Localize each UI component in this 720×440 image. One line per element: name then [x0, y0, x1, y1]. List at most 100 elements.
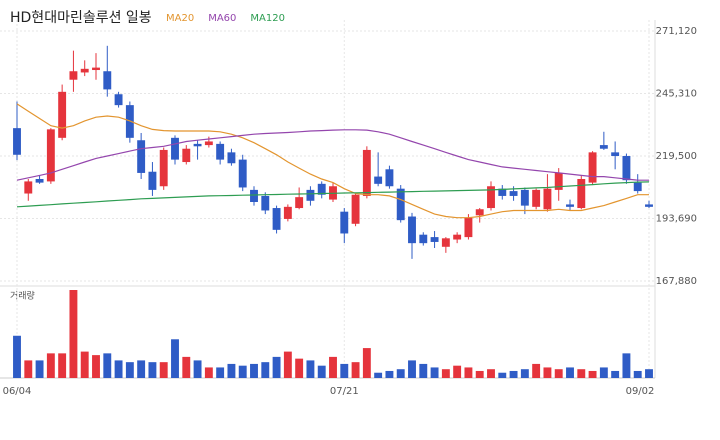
volume-bar: [238, 365, 247, 378]
candle-body: [622, 155, 631, 181]
candle-body: [171, 137, 179, 160]
volume-bar: [351, 362, 360, 378]
volume-bar: [633, 370, 642, 378]
candle-body: [227, 152, 236, 164]
legend-label: MA120: [250, 13, 285, 24]
candle-body: [419, 234, 428, 244]
candle-body: [509, 191, 518, 196]
candle-body: [250, 189, 258, 202]
candle-body: [148, 171, 157, 190]
volume-bar: [193, 360, 202, 378]
candle-body: [645, 204, 653, 207]
chart-title: HD현대마린솔루션 일봉: [10, 10, 152, 26]
candle-body: [261, 195, 270, 211]
candle-body: [204, 141, 213, 146]
candle-body: [396, 188, 405, 221]
candle-body: [182, 148, 191, 163]
candle-body: [283, 206, 292, 219]
volume-bar: [283, 351, 292, 378]
candle-body: [340, 211, 349, 234]
volume-bar: [464, 367, 473, 378]
volume-bar: [69, 290, 78, 378]
volume-bar: [509, 370, 518, 378]
volume-bar: [430, 367, 439, 378]
volume-bar: [419, 363, 428, 378]
ma-line: [16, 103, 649, 219]
candle-body: [374, 176, 383, 184]
ma-line: [16, 181, 650, 208]
volume-bar: [599, 367, 608, 378]
candle-body: [453, 234, 462, 240]
candle-body: [13, 128, 21, 155]
candle-body: [520, 189, 529, 206]
candle-body: [385, 169, 394, 187]
candle-body: [566, 204, 574, 207]
volume-bar: [588, 370, 597, 378]
candle-body: [408, 216, 416, 244]
candle-body: [58, 91, 67, 138]
volume-bar: [374, 372, 383, 378]
volume-bar: [520, 369, 529, 378]
candle-body: [362, 149, 371, 196]
y-tick-label: 245,310: [656, 88, 697, 99]
volume-bar: [216, 367, 225, 378]
volume-bar: [272, 356, 281, 378]
candle-body: [475, 209, 484, 216]
candle-body: [114, 94, 123, 106]
y-tick-label: 219,500: [656, 151, 697, 162]
candle-body: [295, 197, 304, 209]
candle-body: [80, 68, 89, 73]
candle-body: [611, 152, 620, 156]
candle-body: [317, 183, 326, 195]
volume-bar: [385, 370, 394, 378]
candle-body: [532, 189, 541, 207]
volume-bar: [125, 362, 134, 378]
volume-bar: [114, 360, 123, 378]
y-tick-label: 193,690: [656, 213, 697, 224]
volume-label: 거래량: [10, 290, 35, 302]
volume-bar: [171, 339, 179, 378]
volume-bar: [566, 367, 574, 378]
candle-body: [92, 67, 100, 71]
volume-bar: [611, 370, 620, 378]
volume-bar: [58, 353, 67, 378]
candle-body: [498, 188, 507, 196]
candle-body: [159, 149, 168, 187]
volume-bar: [306, 360, 315, 378]
candle-body: [554, 172, 563, 190]
x-tick-label: 06/04: [3, 386, 32, 397]
volume-bar: [441, 369, 450, 378]
volume-bar: [261, 362, 270, 378]
ma-line: [16, 129, 649, 181]
volume-bar: [396, 369, 405, 378]
volume-bar: [498, 372, 507, 378]
candle-body: [69, 71, 78, 80]
candle-body: [216, 143, 225, 160]
candle-body: [599, 145, 608, 149]
volume-bar: [317, 365, 326, 378]
volume-bar: [295, 358, 304, 378]
volume-bar: [532, 363, 541, 378]
candle-body: [35, 178, 44, 183]
candle-body: [588, 152, 597, 183]
candle-body: [543, 188, 552, 210]
candle-body: [24, 181, 33, 194]
candle-body: [306, 189, 315, 201]
volume-bar: [24, 360, 33, 378]
volume-bar: [329, 356, 337, 378]
volume-bar: [137, 360, 146, 378]
volume-bar: [362, 348, 371, 378]
volume-bar: [645, 369, 653, 378]
volume-bar: [13, 335, 21, 378]
candle-body: [137, 140, 146, 173]
candle-body: [46, 129, 55, 182]
volume-bar: [554, 369, 563, 378]
volume-bar: [103, 353, 112, 378]
volume-bar: [250, 363, 258, 378]
volume-bar: [453, 365, 462, 378]
volume-bar: [487, 369, 495, 378]
volume-bar: [227, 363, 236, 378]
volume-bar: [182, 356, 191, 378]
candle-body: [633, 182, 642, 192]
